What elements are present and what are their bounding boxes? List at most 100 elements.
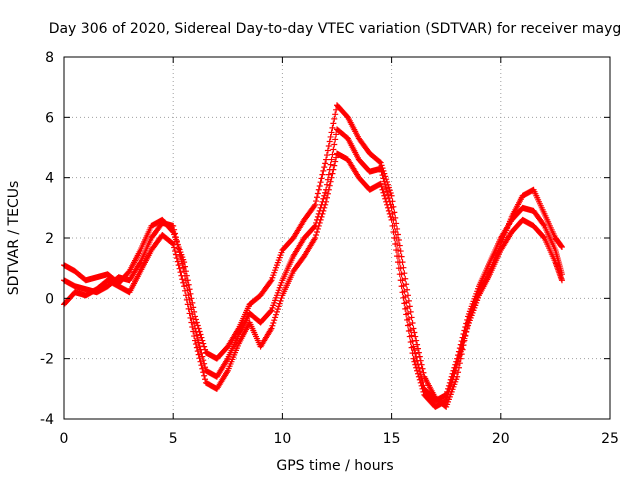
data-point <box>378 168 385 175</box>
data-point <box>384 191 391 198</box>
chart-title: Day 306 of 2020, Sidereal Day-to-day VTE… <box>49 21 622 37</box>
data-point <box>398 283 405 290</box>
data-point <box>316 219 323 226</box>
data-point <box>195 351 202 358</box>
data-point <box>382 181 389 188</box>
data-point <box>327 178 334 185</box>
y-axis-label: SDTVAR / TECUs <box>6 181 22 296</box>
x-tick-label: 25 <box>601 431 619 447</box>
data-point <box>319 171 326 178</box>
data-point <box>404 322 411 329</box>
data-point <box>393 247 400 254</box>
data-point <box>558 244 565 251</box>
data-point <box>181 268 188 275</box>
y-tick-label: 4 <box>45 171 54 187</box>
data-point <box>417 379 424 386</box>
data-point <box>170 222 177 229</box>
data-point <box>394 253 401 260</box>
data-point <box>329 124 336 131</box>
data-point <box>317 179 324 186</box>
data-point <box>455 358 462 365</box>
y-tick-label: 0 <box>45 291 54 307</box>
y-tick-label: 2 <box>45 231 54 247</box>
data-point <box>268 325 275 332</box>
data-point <box>323 198 330 205</box>
data-point <box>383 185 390 192</box>
data-point <box>414 370 421 377</box>
data-point <box>190 328 197 335</box>
data-point <box>401 270 408 277</box>
data-point <box>330 120 337 127</box>
data-point <box>191 333 198 340</box>
data-point <box>322 201 329 208</box>
data-point <box>414 345 421 352</box>
data-point <box>191 320 198 327</box>
data-point <box>328 156 335 163</box>
data-point <box>323 152 330 159</box>
data-point <box>180 279 187 286</box>
data-point <box>452 367 459 374</box>
data-point <box>320 195 327 202</box>
data-point <box>272 314 279 321</box>
data-point <box>323 194 330 201</box>
y-tick-label: -2 <box>40 352 54 368</box>
series-track-b <box>61 126 565 404</box>
data-point <box>462 332 469 339</box>
data-point <box>328 174 335 181</box>
data-point <box>180 264 187 271</box>
y-tick-label: 8 <box>45 50 54 66</box>
data-point <box>386 210 393 217</box>
data-point <box>419 385 426 392</box>
data-point <box>270 319 277 326</box>
data-point <box>313 231 320 238</box>
data-point <box>412 333 419 340</box>
data-point <box>391 235 398 241</box>
data-point <box>388 216 395 223</box>
data-point <box>192 337 199 344</box>
data-point <box>405 328 412 335</box>
data-point <box>323 181 330 188</box>
data-point <box>329 151 336 158</box>
data-point <box>325 186 332 193</box>
data-point <box>403 311 410 318</box>
data-point <box>414 367 421 374</box>
axis-ticks: 0 5 10 15 20 25 -4 -2 0 2 4 6 8 <box>40 50 619 447</box>
data-point <box>464 325 471 332</box>
x-tick-label: 15 <box>383 431 401 447</box>
data-point <box>175 262 182 269</box>
data-point <box>178 256 185 263</box>
data-point <box>460 338 467 345</box>
data-point <box>315 186 322 193</box>
data-point <box>275 303 282 310</box>
data-point <box>197 358 204 365</box>
data-point <box>410 355 417 362</box>
data-point <box>186 310 193 317</box>
data-point <box>454 361 461 368</box>
y-tick-label: 6 <box>45 110 54 126</box>
data-point <box>453 364 460 371</box>
data-point <box>320 167 327 174</box>
data-point <box>176 265 183 272</box>
data-point <box>412 361 419 368</box>
data-point <box>329 170 336 177</box>
data-point <box>331 141 338 148</box>
data-point <box>172 251 179 258</box>
data-point <box>197 331 204 338</box>
data-point <box>380 189 387 196</box>
data-point <box>327 161 334 168</box>
data-point <box>192 341 199 348</box>
data-point <box>385 207 392 214</box>
data-point <box>313 228 320 235</box>
data-point <box>399 289 406 296</box>
data-point <box>172 230 179 237</box>
data-point <box>318 175 325 182</box>
data-point <box>202 376 209 383</box>
data-point <box>445 388 452 395</box>
data-point <box>415 373 422 380</box>
data-point <box>311 223 318 230</box>
data-point <box>407 339 414 346</box>
data-point <box>178 272 185 279</box>
data-point <box>269 322 276 329</box>
data-point <box>176 249 183 256</box>
data-point <box>450 373 457 380</box>
